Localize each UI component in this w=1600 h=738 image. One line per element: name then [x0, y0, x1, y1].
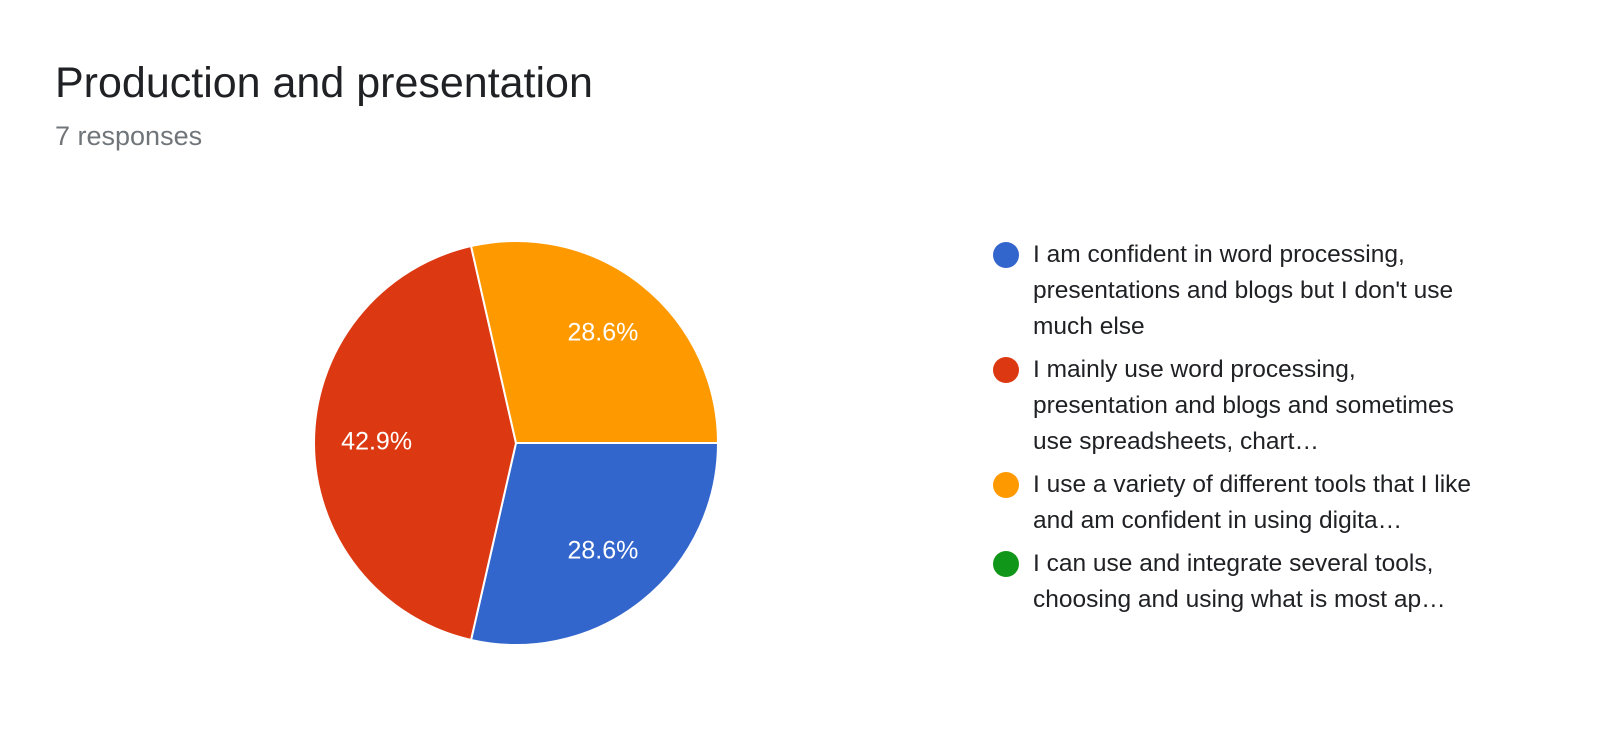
legend-swatch: [993, 242, 1019, 268]
legend-swatch: [993, 551, 1019, 577]
legend-label: I mainly use word processing, presentati…: [1033, 356, 1454, 455]
slice-label: 28.6%: [567, 319, 638, 347]
legend: I am confident in word processing, prese…: [993, 237, 1503, 625]
pie-slice: [469, 240, 720, 444]
chart-title: Production and presentation: [55, 59, 593, 107]
legend-item: I am confident in word processing, prese…: [993, 237, 1503, 345]
legend-label: I can use and integrate several tools, c…: [1033, 550, 1446, 613]
chart-subtitle: 7 responses: [55, 121, 203, 151]
slice-label: 42.9%: [341, 428, 412, 456]
legend-item: I mainly use word processing, presentati…: [993, 352, 1503, 460]
legend-item: I can use and integrate several tools, c…: [993, 546, 1503, 618]
legend-item: I use a variety of different tools that …: [993, 467, 1503, 539]
legend-swatch: [993, 472, 1019, 498]
slice-label: 28.6%: [567, 537, 638, 565]
legend-swatch: [993, 357, 1019, 383]
pie-slice: [469, 442, 720, 646]
legend-label: I am confident in word processing, prese…: [1033, 241, 1454, 340]
pie-slice: [313, 244, 518, 642]
legend-label: I use a variety of different tools that …: [1033, 471, 1472, 534]
